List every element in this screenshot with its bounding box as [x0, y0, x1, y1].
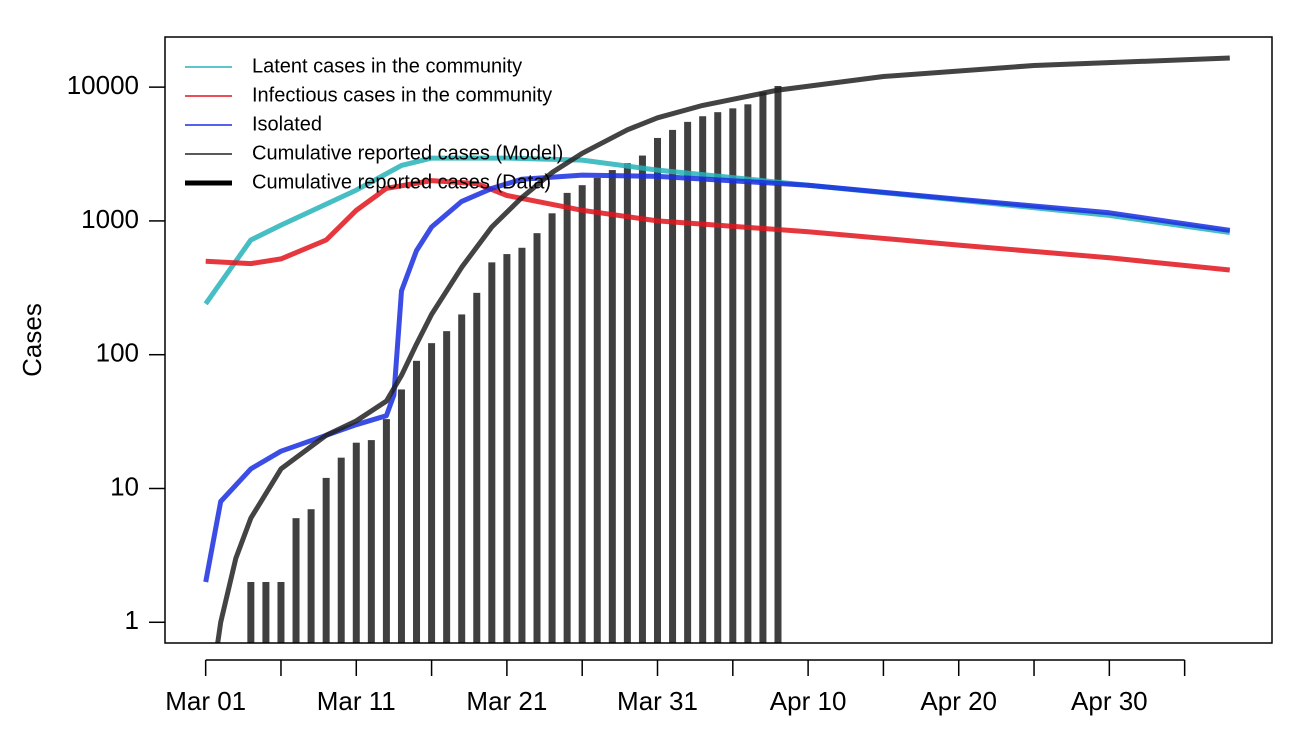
y-tick-label: 100 — [96, 338, 139, 368]
x-tick-label: Mar 21 — [466, 686, 547, 716]
bar — [638, 155, 646, 643]
y-tick-label: 10000 — [67, 70, 139, 100]
bar — [322, 477, 330, 643]
bar — [367, 440, 375, 643]
legend-label: Cumulative reported cases (Data) — [252, 171, 551, 193]
bar — [699, 116, 707, 643]
bar — [382, 419, 390, 643]
bar — [759, 92, 767, 643]
bar — [397, 389, 405, 643]
bar — [443, 331, 451, 643]
bar — [292, 518, 300, 643]
legend-label: Cumulative reported cases (Model) — [252, 142, 563, 164]
bar — [533, 233, 541, 643]
y-tick-label: 1 — [125, 605, 139, 635]
bar — [548, 213, 556, 643]
bar — [714, 112, 722, 643]
bar — [307, 509, 315, 643]
bar — [608, 170, 616, 643]
bar — [774, 85, 782, 643]
bar — [684, 121, 692, 643]
bar — [473, 292, 481, 643]
bar — [578, 185, 586, 643]
y-tick-label: 1000 — [81, 204, 139, 234]
legend-label: Isolated — [252, 113, 322, 135]
x-tick-label: Apr 10 — [770, 686, 847, 716]
x-tick-label: Mar 11 — [317, 686, 396, 716]
bar — [669, 129, 677, 643]
series-line — [215, 55, 1230, 643]
legend: Latent cases in the community Infectious … — [185, 55, 563, 193]
y-tick-label: 10 — [110, 471, 139, 501]
bar — [593, 177, 601, 643]
bar — [458, 314, 466, 643]
bar — [277, 582, 285, 643]
x-tick-label: Apr 30 — [1071, 686, 1148, 716]
bar — [518, 247, 526, 643]
bar — [623, 163, 631, 643]
series-line — [205, 178, 1231, 273]
series-line — [203, 172, 1231, 583]
bar — [352, 442, 360, 643]
bar — [428, 343, 436, 643]
bar — [729, 108, 737, 643]
x-tick-label: Mar 01 — [165, 686, 246, 716]
x-tick-label: Mar 31 — [617, 686, 698, 716]
bar — [563, 192, 571, 643]
bar — [654, 137, 662, 643]
x-tick-label: Apr 20 — [920, 686, 997, 716]
bar — [337, 457, 345, 643]
legend-label: Latent cases in the community — [252, 55, 522, 77]
bar — [744, 104, 752, 643]
bar — [262, 582, 270, 643]
bar — [247, 582, 255, 643]
bar — [488, 262, 496, 643]
legend-label: Infectious cases in the community — [252, 84, 552, 106]
plot-frame — [164, 36, 1273, 644]
y-axis-label: Cases — [17, 303, 47, 377]
plot-marks — [203, 55, 1231, 643]
bar — [503, 254, 511, 643]
bar — [413, 360, 421, 643]
